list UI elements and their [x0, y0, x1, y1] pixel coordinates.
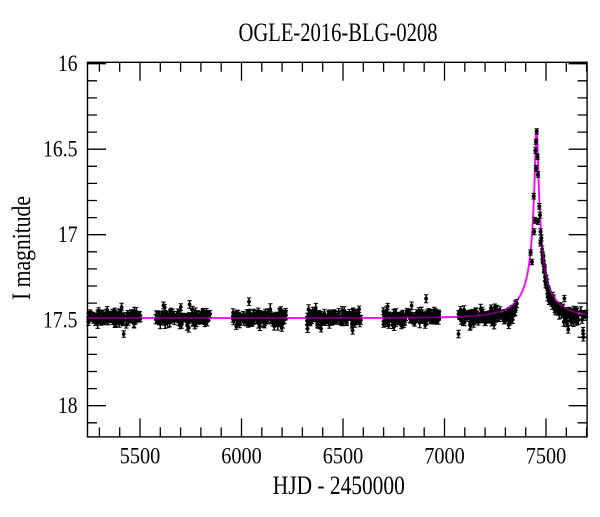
svg-text:16.5: 16.5: [43, 136, 78, 162]
svg-text:16: 16: [58, 51, 78, 77]
svg-text:5500: 5500: [120, 443, 161, 469]
svg-text:OGLE-2016-BLG-0208: OGLE-2016-BLG-0208: [239, 18, 438, 47]
svg-text:7000: 7000: [424, 443, 465, 469]
svg-text:6000: 6000: [221, 443, 262, 469]
svg-text:7500: 7500: [526, 443, 567, 469]
svg-text:6500: 6500: [323, 443, 364, 469]
svg-text:18: 18: [58, 393, 78, 419]
svg-text:17.5: 17.5: [43, 307, 78, 333]
svg-text:17: 17: [58, 222, 78, 248]
svg-text:I magnitude: I magnitude: [7, 196, 36, 300]
svg-text:HJD - 2450000: HJD - 2450000: [273, 471, 405, 500]
